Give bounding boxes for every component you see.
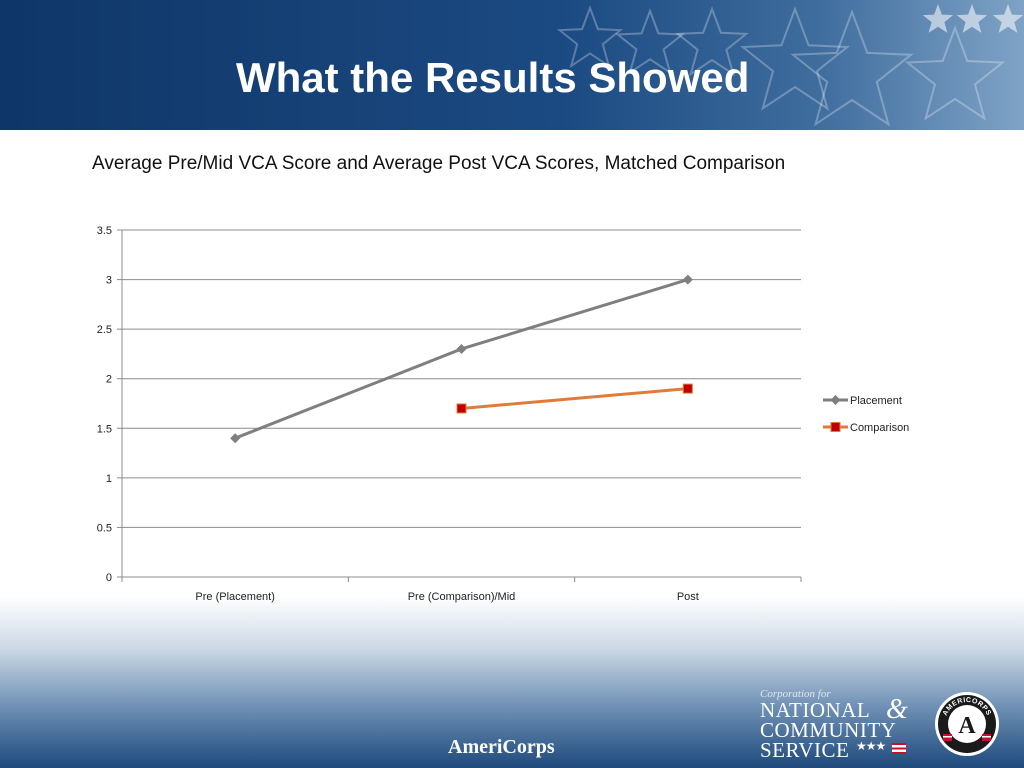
header-stars-icon [556, 4, 1024, 127]
x-tick-label: Pre (Placement) [195, 591, 274, 603]
seal-letter: A [958, 713, 976, 739]
y-tick-label: 3 [106, 275, 112, 287]
slide-title: What the Results Showed [236, 54, 750, 101]
y-tick-label: 1.5 [97, 423, 112, 435]
series-line-placement [234, 278, 689, 440]
cncs-ampersand: & [886, 694, 908, 725]
chart-title: Average Pre/Mid VCA Score and Average Po… [92, 153, 786, 174]
series-line-comparison [461, 387, 688, 410]
slide-footer [0, 596, 1024, 768]
americorps-wordmark: AmeriCorps [448, 736, 555, 758]
stars-icon: ★★★ [856, 739, 886, 753]
flag-icon [892, 743, 906, 754]
cncs-logo: Corporation for NATIONAL & COMMUNITY SER… [760, 688, 920, 762]
data-point [456, 403, 467, 414]
y-tick-label: 2.5 [97, 324, 112, 336]
legend-marker [830, 422, 841, 432]
slide-header: What the Results Showed [0, 0, 1024, 130]
legend-label: Placement [850, 395, 902, 407]
y-tick-label: 3.5 [97, 225, 112, 237]
americorps-seal-icon: AMERICORPS A [935, 692, 999, 756]
data-point [230, 433, 241, 444]
legend-marker [830, 395, 841, 405]
y-tick-label: 0.5 [97, 522, 112, 534]
x-tick-label: Post [677, 591, 699, 603]
x-tick-label: Pre (Comparison)/Mid [408, 591, 516, 603]
y-tick-label: 2 [106, 374, 112, 386]
data-point [456, 343, 467, 354]
y-tick-label: 0 [106, 572, 112, 584]
cncs-service: SERVICE [760, 738, 850, 762]
cncs-national: NATIONAL [760, 698, 871, 722]
legend-label: Comparison [850, 422, 909, 434]
cncs-prefix: Corporation for [760, 688, 831, 700]
cncs-community: COMMUNITY [760, 718, 897, 742]
data-point [682, 274, 693, 285]
y-tick-label: 1 [106, 473, 112, 485]
data-point [682, 383, 693, 394]
